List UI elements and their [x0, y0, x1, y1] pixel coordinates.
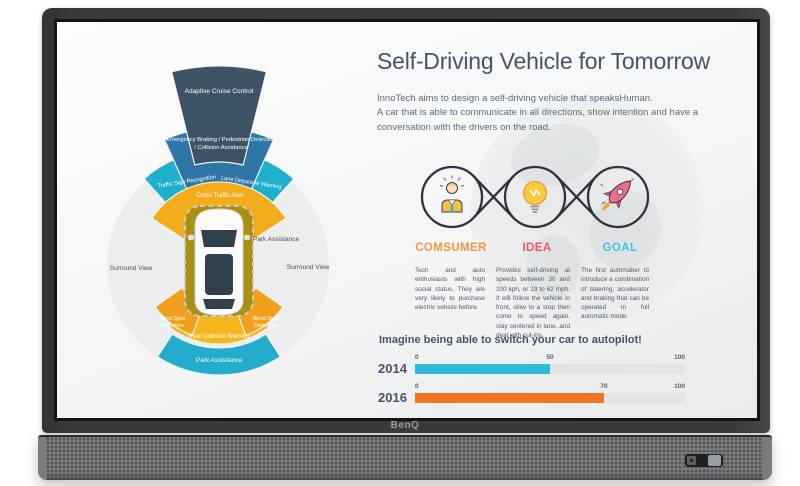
label-blind-spot-left: Blind Spot [159, 316, 185, 322]
label-park-assistance-side: Park Assistance [253, 236, 300, 243]
label-park-assistance-bottom: Park Assistance [196, 357, 243, 364]
loop-circle-consumer [420, 165, 484, 229]
loop-circle-goal [586, 165, 650, 229]
control-panel [685, 454, 723, 467]
step-desc-goal: The first automaker to introduce a combi… [581, 267, 649, 321]
step-label-goal: GOAL [602, 242, 638, 254]
chart-category-2014: 2014 [378, 361, 407, 376]
car-sensor-diagram: Adaptive Cruise Control Emergency Brakin… [107, 65, 330, 376]
chart-scale-row-2014: 0 50 100 [415, 354, 685, 362]
page-title: Self-Driving Vehicle for Tomorrow [377, 48, 710, 74]
step-desc-comsumer: Tech and auto enthusiasts with high soci… [415, 267, 485, 312]
scale-tick-value: 50 [546, 354, 554, 361]
bar-track-2014 [415, 364, 685, 374]
car-mirror-left [187, 234, 195, 241]
label-blind-spot-left-2: Detection [160, 323, 184, 329]
scale-tick-0: 0 [415, 383, 419, 390]
ir-sensor-icon [687, 456, 696, 465]
label-surround-view-left: Surround View [110, 265, 153, 272]
label-adaptive-cruise-control: Adaptive Cruise Control [185, 88, 254, 95]
step-label-idea: IDEA [522, 242, 552, 254]
loop-circle-idea [503, 165, 567, 229]
chart-category-2016: 2016 [378, 390, 407, 405]
step-desc-idea: Provides self-driving at speeds between … [496, 267, 570, 339]
rocket-icon [600, 178, 634, 211]
loop-cross-curve [555, 174, 598, 220]
chart-scale-row-2016: 0 70 100 [415, 383, 685, 391]
intro-line-2: A car that is able to communicate in all… [377, 107, 699, 133]
car-rear-window [203, 299, 235, 309]
speaker-grille [38, 435, 772, 480]
bar-track-2016 [415, 393, 685, 403]
label-blind-spot-right-2: Detection [254, 323, 278, 329]
scale-tick-value: 70 [600, 383, 608, 390]
chart-title: Imagine being able to switch your car to… [379, 334, 642, 346]
infinity-loop-infographic [420, 165, 650, 229]
label-collision-avoidance: / Collision Avoidance [194, 145, 247, 151]
scale-tick-100: 100 [674, 354, 685, 361]
power-button[interactable] [708, 455, 721, 466]
benq-logo: BenQ [390, 420, 420, 431]
wedge-adaptive-cruise-control [170, 65, 268, 166]
car-windshield [201, 230, 237, 247]
benq-display: Adaptive Cruise Control Emergency Brakin… [38, 8, 772, 480]
display-screen: Adaptive Cruise Control Emergency Brakin… [57, 22, 757, 418]
wedge-park-assistance [156, 333, 282, 376]
intro-paragraph: InnoTech aims to design a self-driving v… [377, 92, 711, 135]
step-label-comsumer: COMSUMER [415, 242, 487, 254]
bar-fill-2014 [415, 364, 550, 374]
intro-line-1: InnoTech aims to design a self-driving v… [377, 93, 653, 104]
label-rear-collision-warning: Rear Collision Warning [188, 334, 249, 340]
scale-tick-100: 100 [674, 383, 685, 390]
lightbulb-icon [522, 180, 548, 213]
car-roof-glass [205, 254, 233, 295]
label-cross-traffic-alert: Cross Traffic Alert [196, 193, 244, 199]
scale-tick-0: 0 [415, 354, 419, 361]
label-emergency-braking: Emergency Braking / Pedestrian Detection [166, 137, 275, 143]
car-top-view [187, 208, 251, 316]
label-surround-view-right: Surround View [287, 264, 330, 271]
consumer-person-icon [439, 175, 465, 213]
car-mirror-right [243, 234, 251, 241]
bar-fill-2016 [415, 393, 604, 403]
label-blind-spot-right: Blind Spot [253, 316, 279, 322]
loop-cross-curve [472, 174, 515, 220]
